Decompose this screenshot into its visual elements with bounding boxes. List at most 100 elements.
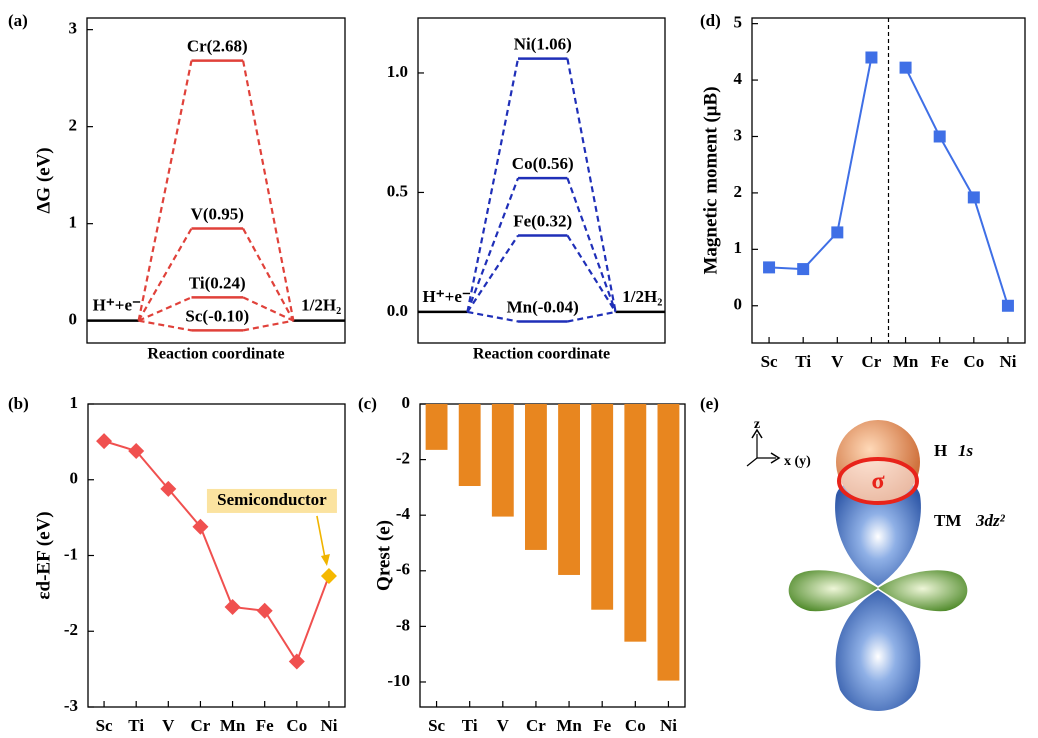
y-tick-label: 3 [69, 19, 78, 38]
state-label: H⁺+e⁻ [93, 296, 141, 315]
plot-frame [87, 18, 345, 343]
x-tick-label: Ni [320, 716, 337, 735]
connector [467, 59, 615, 312]
x-tick-label: Mn [893, 352, 919, 371]
y-tick-label: 4 [734, 69, 743, 88]
x-tick-label: Cr [526, 716, 546, 735]
x-tick-label: Ti [128, 716, 144, 735]
bar [525, 404, 547, 550]
panel-label: (b) [8, 394, 29, 413]
orbital-diagram: σ z x (y) H 1s TM 3dz² (e) [700, 394, 1006, 711]
marker [831, 226, 843, 238]
x-tick-label: Sc [96, 716, 113, 735]
y-tick-label: 1 [69, 213, 78, 232]
x-axis-label: Reaction coordinate [147, 346, 284, 363]
x-tick-label: Ni [999, 352, 1016, 371]
x-tick-label: Sc [428, 716, 445, 735]
axis-arrow [747, 458, 757, 466]
state-label: 1/2H₂ [301, 296, 341, 315]
panel-label: (d) [700, 11, 721, 30]
y-axis-label: Qrest (e) [373, 520, 394, 591]
x-tick-label: Mn [220, 716, 246, 735]
x-tick-label: Ti [462, 716, 478, 735]
figure: σ z x (y) H 1s TM 3dz² (e) (a) ΔG (eV) Rea… [0, 0, 1038, 738]
state-label: H⁺+e⁻ [422, 287, 470, 306]
bar [624, 404, 646, 642]
orbital-label: 3dz² [975, 511, 1006, 530]
bar [591, 404, 613, 610]
y-tick-label: 0 [734, 295, 743, 314]
value-label: Ti(0.24) [189, 273, 246, 292]
x-tick-label: V [831, 352, 844, 371]
y-tick-label: 5 [734, 13, 743, 32]
x-tick-label: Fe [593, 716, 611, 735]
bar [459, 404, 481, 486]
y-tick-label: 0 [402, 393, 411, 412]
value-label: V(0.95) [191, 204, 244, 223]
series-line [769, 57, 871, 269]
series-line [104, 441, 329, 661]
y-tick-label: 3 [734, 125, 743, 144]
marker [797, 263, 809, 275]
axis-label: z [754, 417, 760, 432]
lobe [836, 590, 921, 711]
marker [257, 603, 273, 619]
y-tick-label: 0 [69, 310, 78, 329]
marker [934, 130, 946, 142]
series-line [906, 68, 1008, 306]
y-axis-label: ΔG (eV) [33, 147, 54, 213]
x-tick-label: Ni [660, 716, 677, 735]
x-tick-label: Fe [256, 716, 274, 735]
x-tick-label: Co [963, 352, 984, 371]
marker [1002, 300, 1014, 312]
y-tick-label: 0.5 [387, 181, 408, 200]
x-tick-label: Cr [862, 352, 882, 371]
y-tick-label: -4 [396, 504, 411, 523]
state-label: 1/2H₂ [622, 287, 662, 306]
marker [763, 261, 775, 273]
marker [96, 433, 112, 449]
bar [492, 404, 514, 517]
y-tick-label: -2 [64, 620, 78, 639]
y-tick-label: -6 [396, 560, 410, 579]
marker [321, 568, 337, 584]
y-tick-label: 2 [69, 116, 78, 135]
plot-frame [88, 404, 345, 707]
bar [658, 404, 680, 681]
value-label: Fe(0.32) [513, 211, 572, 230]
value-label: Sc(-0.10) [185, 306, 249, 325]
value-label: Ni(1.06) [514, 35, 572, 54]
marker [900, 62, 912, 74]
y-tick-label: -8 [396, 615, 410, 634]
y-tick-label: -2 [396, 449, 410, 468]
y-axis-label: εd-EF (eV) [33, 511, 54, 599]
panel-label: (c) [358, 394, 377, 413]
bar [558, 404, 580, 575]
y-tick-label: 0 [70, 469, 79, 488]
x-tick-label: Sc [761, 352, 778, 371]
y-tick-label: -10 [387, 671, 410, 690]
x-tick-label: Ti [795, 352, 811, 371]
value-label: Cr(2.68) [187, 37, 248, 56]
arrowhead [321, 554, 330, 566]
marker [289, 654, 305, 670]
x-tick-label: Cr [191, 716, 211, 735]
y-tick-label: 1.0 [387, 62, 408, 81]
atom-label: TM [934, 511, 961, 530]
atom-label: H [934, 441, 947, 460]
y-tick-label: 0.0 [387, 301, 408, 320]
x-tick-label: Fe [931, 352, 949, 371]
annotation: Semiconductor [217, 490, 327, 509]
x-axis-label: Reaction coordinate [473, 346, 610, 363]
value-label: Co(0.56) [512, 154, 574, 173]
x-tick-label: Co [286, 716, 307, 735]
marker [865, 51, 877, 63]
marker [225, 599, 241, 615]
value-label: Mn(-0.04) [507, 297, 579, 316]
y-tick-label: -1 [64, 544, 78, 563]
y-tick-label: 1 [734, 238, 743, 257]
y-tick-label: -3 [64, 696, 78, 715]
sigma-label: σ [871, 469, 884, 495]
x-tick-label: V [162, 716, 175, 735]
panel-label: (a) [8, 11, 28, 30]
